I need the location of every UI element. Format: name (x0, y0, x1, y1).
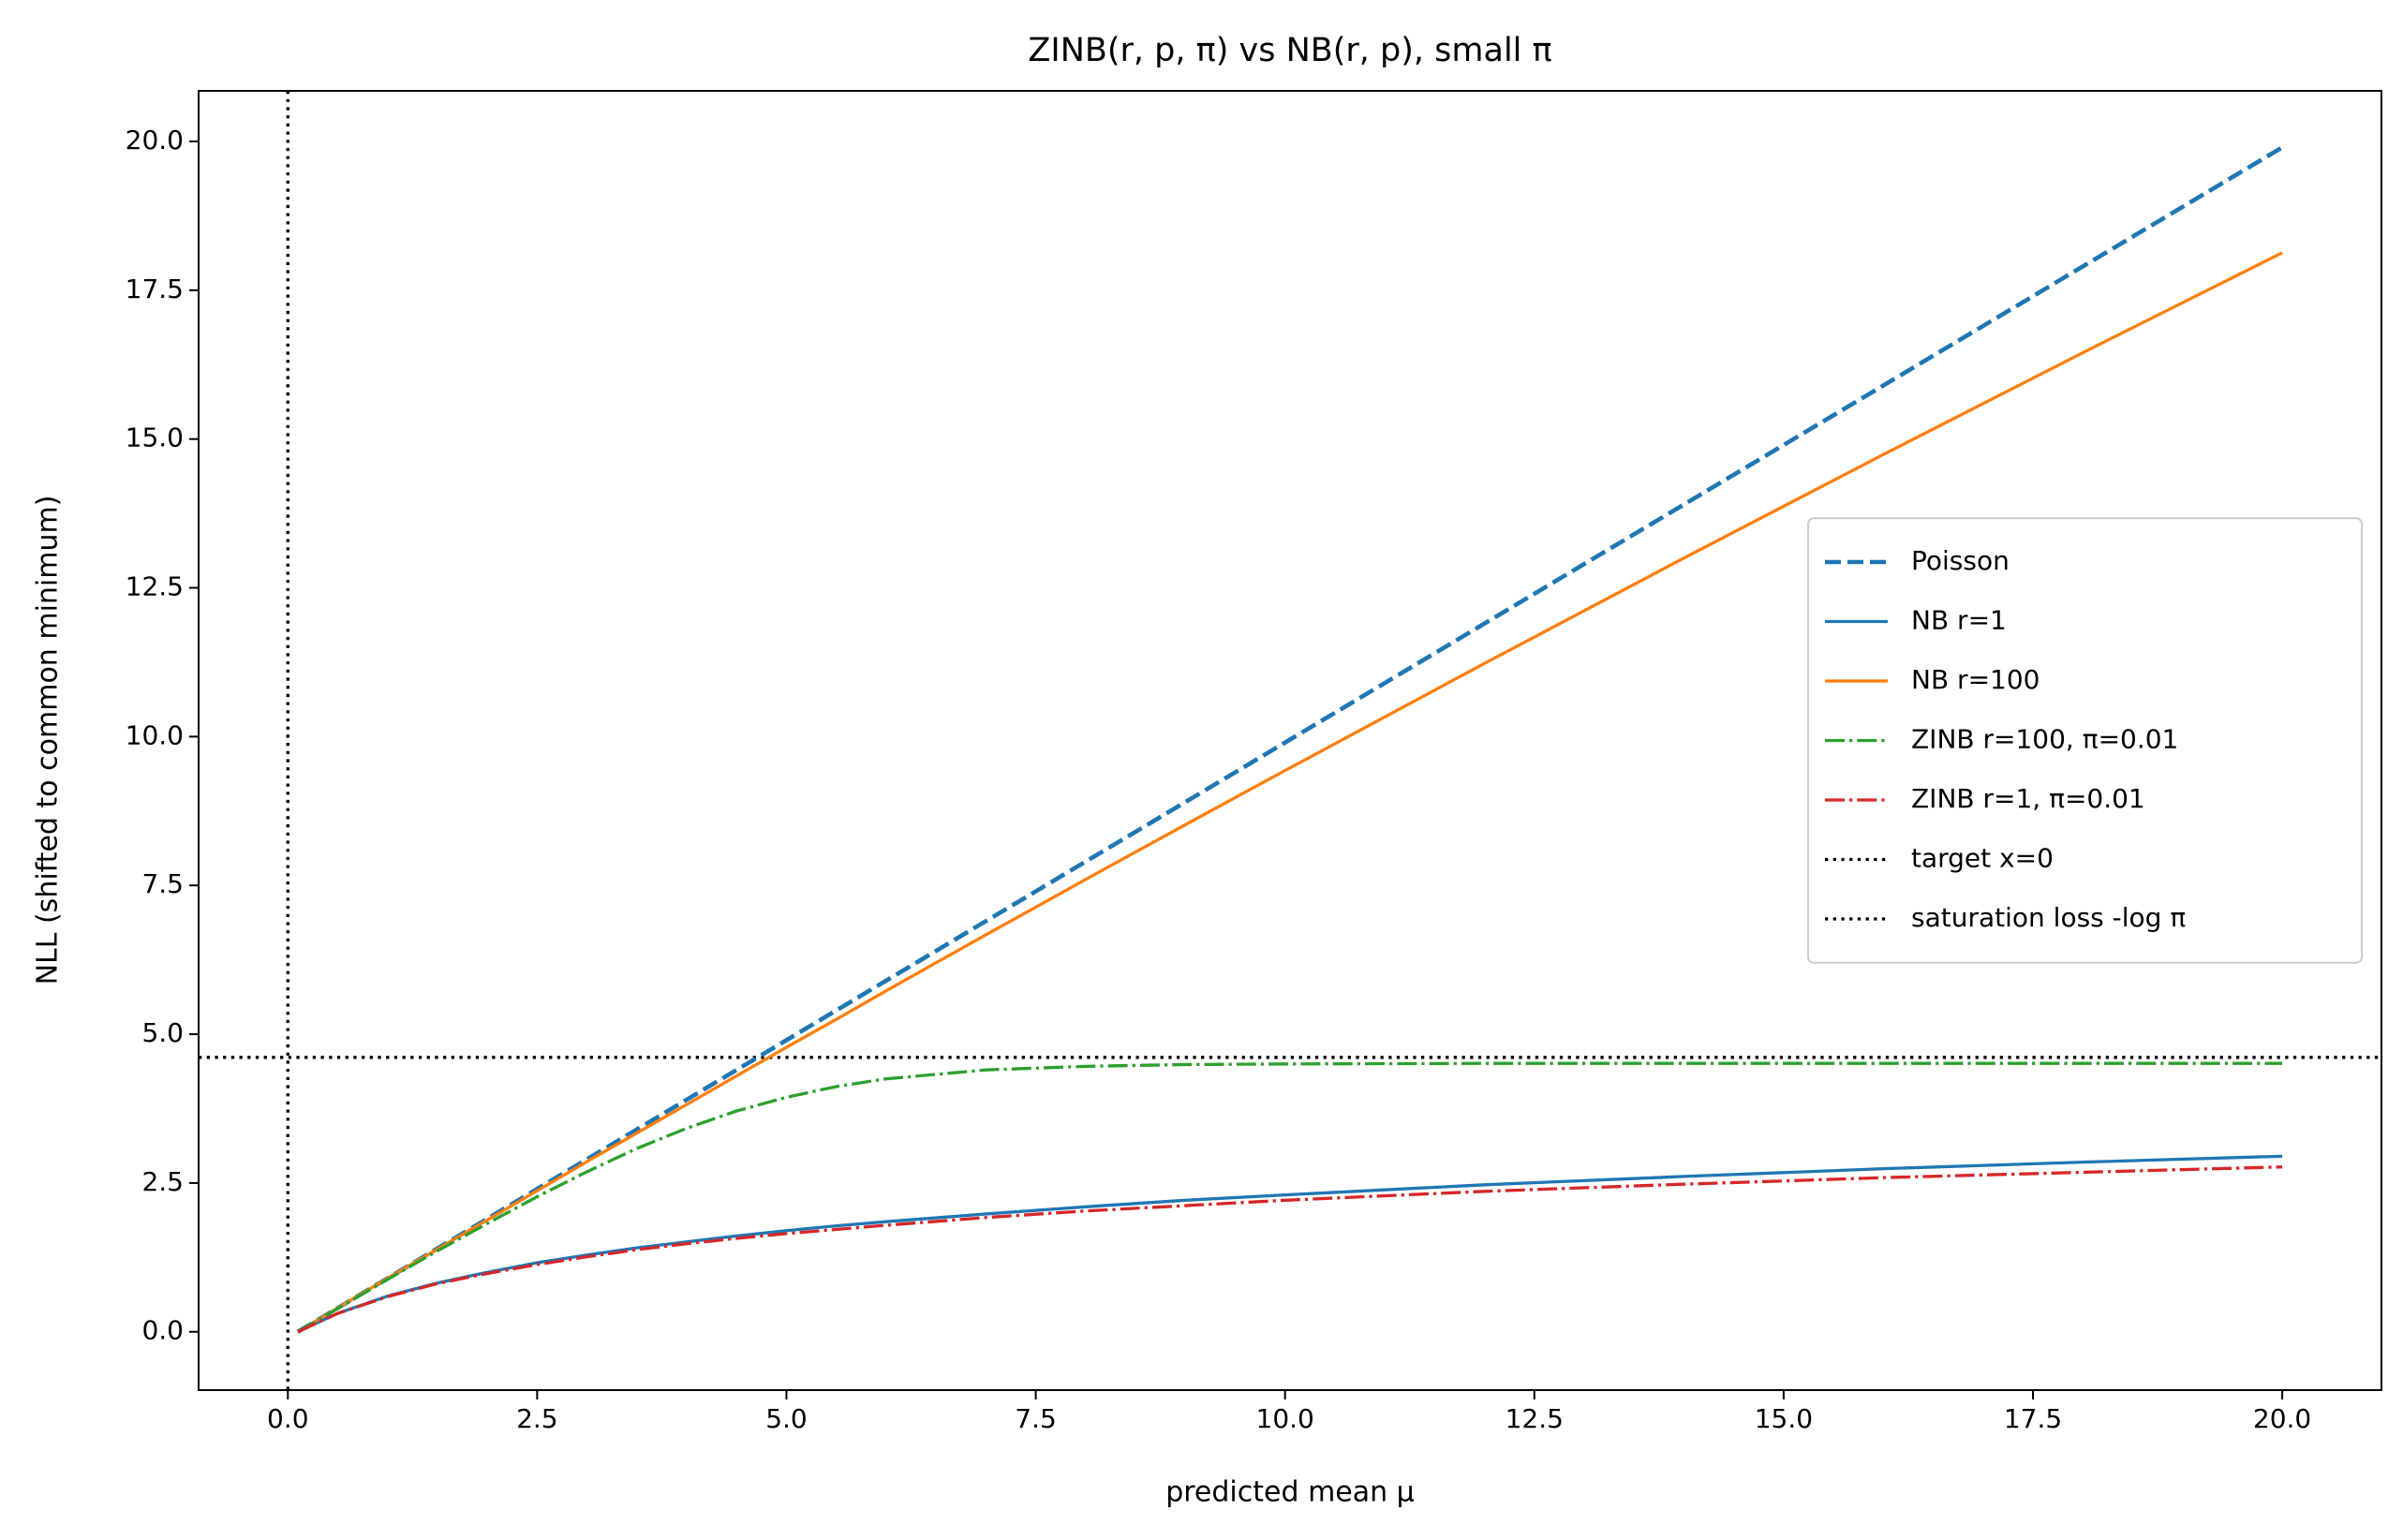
y-axis-label: NLL (shifted to common minimum) (32, 496, 65, 985)
y-tick-label: 17.5 (126, 274, 184, 304)
x-tick-label: 12.5 (1506, 1403, 1564, 1434)
x-tick-label: 17.5 (2004, 1403, 2062, 1434)
legend-label: ZINB r=100, π=0.01 (1911, 724, 2178, 755)
x-tick-label: 7.5 (1015, 1403, 1057, 1434)
legend-label: saturation loss -log π (1911, 902, 2186, 933)
plot-area (199, 91, 2381, 1390)
y-tick-label: 0.0 (141, 1315, 184, 1346)
y-tick-label: 5.0 (141, 1017, 184, 1048)
series-line (297, 251, 2283, 1334)
y-tick-label: 7.5 (141, 868, 184, 899)
legend: Poisson NB r=1 NB r=100 ZINB r=100, π=0.01 Z… (1807, 517, 2363, 964)
y-tick-label: 15.0 (126, 422, 184, 453)
axes: 0.0 2.5 5.0 7.5 10.0 12.5 15.0 17.5 20.0 0.0 2.5 5.… (126, 125, 2312, 1434)
x-tick-label: 2.5 (516, 1403, 558, 1434)
y-tick-label: 2.5 (141, 1166, 184, 1197)
legend-label: ZINB r=1, π=0.01 (1911, 783, 2145, 814)
y-tick-label: 12.5 (126, 571, 184, 602)
x-axis-label: predicted mean μ (1165, 1476, 1415, 1509)
legend-label: NB r=1 (1911, 605, 2007, 636)
x-tick-label: 15.0 (1755, 1403, 1813, 1434)
y-tick-label: 10.0 (126, 719, 184, 750)
chart-title: ZINB(r, p, π) vs NB(r, p), small π (1028, 32, 1551, 69)
legend-label: target x=0 (1911, 843, 2054, 874)
legend-label: NB r=100 (1911, 664, 2040, 695)
legend-box (1807, 517, 2363, 964)
series-line (297, 1061, 2283, 1334)
legend-label: Poisson (1911, 545, 2010, 576)
x-tick-label: 5.0 (765, 1403, 808, 1434)
x-tick-label: 10.0 (1256, 1403, 1314, 1434)
series-line (297, 1165, 2283, 1334)
x-tick-label: 0.0 (267, 1403, 309, 1434)
x-tick-label: 20.0 (2253, 1403, 2311, 1434)
axes-frame (198, 90, 2382, 1391)
y-tick-label: 20.0 (126, 125, 184, 155)
